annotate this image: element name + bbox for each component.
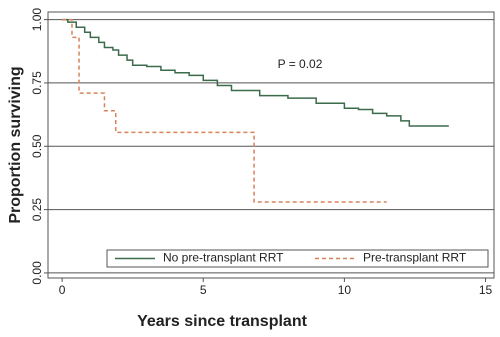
y-tick-label: 0.25: [30, 198, 44, 222]
x-tick-label: 10: [338, 283, 352, 297]
legend-box: [106, 249, 489, 268]
y-tick-label: 1.00: [30, 8, 44, 32]
legend-label: Pre-transplant RRT: [363, 251, 467, 265]
x-tick-label: 0: [59, 283, 66, 297]
y-axis-label: Proportion surviving: [7, 66, 24, 223]
survival-line: [62, 18, 449, 127]
legend-label: No pre-transplant RRT: [163, 251, 284, 265]
plot-frame: [47, 11, 495, 279]
annotation: P = 0.02: [278, 57, 323, 71]
x-tick-label: 15: [479, 283, 493, 297]
x-tick-label: 5: [200, 283, 207, 297]
y-tick-label: 0.50: [30, 134, 44, 158]
y-tick-label: 0.00: [30, 261, 44, 285]
y-tick-label: 0.75: [30, 71, 44, 95]
x-axis-label: Years since transplant: [137, 313, 308, 330]
survival-line: [62, 18, 387, 203]
